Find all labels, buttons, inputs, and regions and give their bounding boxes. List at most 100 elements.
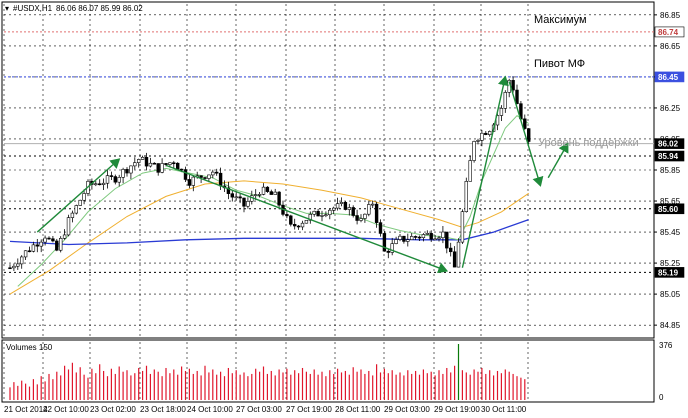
candle-body-down <box>144 157 149 167</box>
maximum-annotation: Максимум <box>534 14 587 26</box>
candle <box>183 166 188 183</box>
candle-body-up <box>460 211 465 243</box>
candle <box>230 190 234 202</box>
candle <box>12 263 16 271</box>
candle <box>452 246 457 268</box>
candle-body-up <box>140 157 145 160</box>
candle-body-up <box>31 244 36 252</box>
candle-body-up <box>456 241 461 268</box>
grid-lines <box>3 4 654 400</box>
candle-body-up <box>117 177 121 183</box>
x-tick-label: 24 Oct 10:00 <box>187 405 233 414</box>
candle-body-up <box>23 250 28 258</box>
candle-body-up <box>320 215 324 217</box>
volume-panel <box>1 339 655 403</box>
candle <box>234 191 238 201</box>
candle-body-down <box>8 267 12 270</box>
candle-body-up <box>398 235 402 240</box>
candle-body-down <box>203 177 207 179</box>
candlestick-series <box>8 76 531 271</box>
candle-body-up <box>101 182 106 185</box>
candle <box>16 258 20 270</box>
candle-body-up <box>347 207 351 210</box>
candle-body-down <box>515 89 519 104</box>
candle <box>109 171 114 181</box>
candle-body-up <box>304 219 309 224</box>
candle <box>406 233 410 247</box>
candle-body-down <box>277 191 281 206</box>
candle-body-up <box>58 238 63 251</box>
candle <box>343 201 348 211</box>
x-tick-label: 29 Oct 19:00 <box>434 405 480 414</box>
level-badge-text-pivot: 86.45 <box>658 73 679 82</box>
level-badge-text-maximum: 86.74 <box>658 28 679 37</box>
candle-body-down <box>218 172 223 187</box>
price-axis: 86.8586.6586.4586.2586.0585.8585.6585.45… <box>654 11 681 330</box>
candle-body-down <box>285 214 289 217</box>
candle-body-down <box>316 210 320 217</box>
candle-body-down <box>417 236 422 239</box>
candle <box>47 236 51 240</box>
candle-body-up <box>70 212 75 218</box>
candle <box>74 204 79 215</box>
y-tick-label: 85.25 <box>660 259 681 268</box>
trend-arrow <box>547 142 569 179</box>
candle-body-down <box>152 162 156 165</box>
candle-body-up <box>409 236 414 240</box>
level-badge-text-level-85-60: 85.60 <box>658 205 679 214</box>
candle-body-down <box>511 80 515 91</box>
y-tick-label: 85.85 <box>660 166 681 175</box>
candle <box>269 189 273 195</box>
x-tick-label: 21 Oct 2014 <box>4 405 48 414</box>
candle-body-up <box>121 169 125 178</box>
candle-body-up <box>464 181 468 213</box>
candle-body-up <box>433 238 437 241</box>
trend-arrow <box>36 158 121 233</box>
candle <box>487 130 492 137</box>
candle <box>121 167 125 184</box>
candle <box>433 235 437 241</box>
candle <box>172 160 176 169</box>
candle <box>523 114 527 130</box>
candle-body-up <box>437 237 441 240</box>
candle-body-up <box>324 214 328 217</box>
candle-body-up <box>359 218 363 221</box>
symbol-label: #USDX,H1 <box>13 4 53 13</box>
level-badge-level-85-60 <box>654 203 685 215</box>
candle <box>359 214 363 223</box>
candle <box>160 158 164 174</box>
candle-body-up <box>331 207 336 211</box>
candle <box>421 233 426 242</box>
candle <box>402 235 406 244</box>
candle-body-down <box>452 251 457 268</box>
y-tick-label: 85.05 <box>660 290 681 299</box>
candle <box>304 219 309 224</box>
candle <box>113 174 118 185</box>
candle-body-up <box>480 132 484 141</box>
candle-body-up <box>476 140 480 142</box>
y-tick-label: 86.65 <box>660 42 681 51</box>
level-badge-text-level-85-19: 85.19 <box>658 268 679 277</box>
candle <box>101 178 106 190</box>
x-tick-label: 23 Oct 18:00 <box>140 405 186 414</box>
candle <box>413 235 418 241</box>
candle <box>331 206 336 215</box>
y-tick-label: 86.25 <box>660 104 681 113</box>
candle <box>51 235 55 243</box>
candle <box>484 131 488 136</box>
candle-body-up <box>66 217 71 236</box>
candle <box>445 231 449 254</box>
candle <box>437 235 441 242</box>
candle <box>82 189 86 205</box>
candle-body-up <box>19 256 24 265</box>
candle <box>8 264 12 270</box>
candle <box>277 190 281 210</box>
candle <box>289 214 293 227</box>
candle <box>191 174 195 192</box>
candle-body-down <box>187 179 192 186</box>
y-tick-label: 84.85 <box>660 321 681 330</box>
candle <box>98 179 102 186</box>
candle-body-up <box>425 233 429 235</box>
